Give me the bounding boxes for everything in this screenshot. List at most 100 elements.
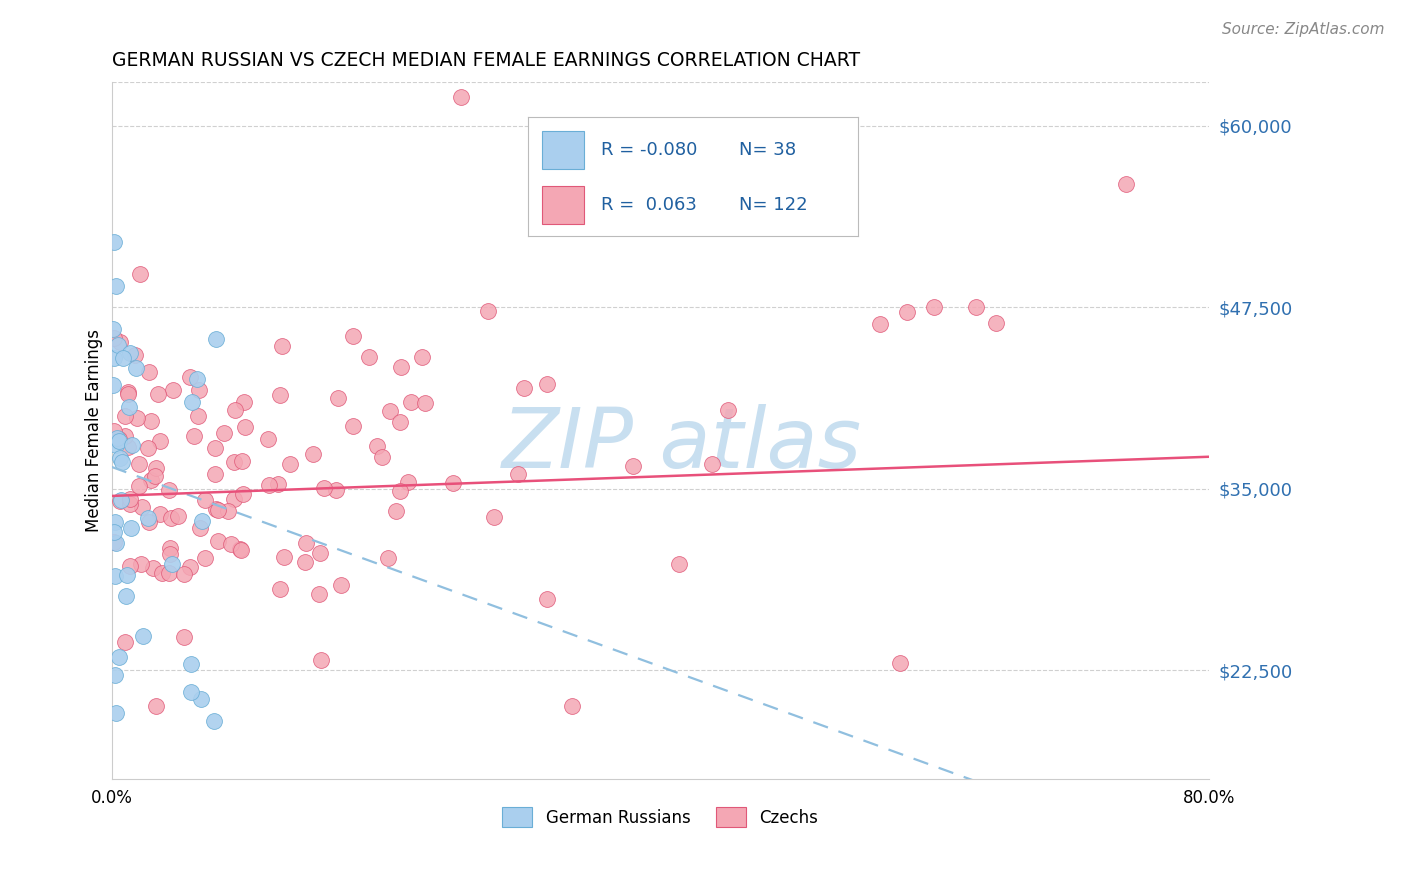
Point <box>104 706 127 720</box>
Point <box>114 429 136 443</box>
Point <box>167 508 190 523</box>
Point <box>129 557 152 571</box>
Point <box>219 537 242 551</box>
Point <box>396 475 419 489</box>
Point <box>229 542 252 557</box>
Point <box>179 560 201 574</box>
Point <box>111 455 134 469</box>
Point <box>103 331 125 345</box>
Point <box>104 438 127 452</box>
Point <box>190 692 212 706</box>
Point <box>138 365 160 379</box>
Point <box>224 402 246 417</box>
Point <box>117 400 139 414</box>
Point <box>103 424 125 438</box>
Point <box>120 559 142 574</box>
Point <box>157 483 180 498</box>
Point <box>162 558 184 572</box>
Point <box>366 439 388 453</box>
Point <box>138 442 160 456</box>
Point <box>257 478 280 492</box>
Point <box>173 630 195 644</box>
Point <box>104 278 127 293</box>
Point <box>222 491 245 506</box>
Point <box>103 351 125 365</box>
Point <box>187 383 209 397</box>
Point <box>187 409 209 423</box>
Point <box>114 409 136 424</box>
Point <box>138 511 160 525</box>
Point <box>143 468 166 483</box>
Point <box>118 497 141 511</box>
Point <box>309 545 332 559</box>
Point <box>186 372 208 386</box>
Point <box>294 555 316 569</box>
Point <box>159 547 181 561</box>
Point <box>108 335 131 350</box>
Point <box>117 568 139 582</box>
Point <box>139 414 162 428</box>
Point <box>191 514 214 528</box>
Point <box>117 440 139 454</box>
Point <box>311 653 333 667</box>
Point <box>117 385 139 400</box>
Point <box>103 534 125 549</box>
Point <box>183 429 205 443</box>
Point <box>118 492 141 507</box>
Point <box>127 411 149 425</box>
Point <box>443 475 465 490</box>
Point <box>128 457 150 471</box>
Point <box>388 483 411 498</box>
Point <box>513 381 536 395</box>
Point <box>668 558 690 572</box>
Point <box>273 549 295 564</box>
Point <box>269 388 291 402</box>
Point <box>107 650 129 665</box>
Point <box>278 457 301 471</box>
Point <box>329 578 352 592</box>
Point <box>295 535 318 549</box>
Point <box>450 90 472 104</box>
Point <box>181 395 204 409</box>
Point <box>269 582 291 596</box>
Point <box>717 403 740 417</box>
Point <box>103 235 125 249</box>
Point <box>371 450 394 464</box>
Point <box>194 551 217 566</box>
Point <box>536 592 558 607</box>
Point <box>413 396 436 410</box>
Point <box>399 395 422 409</box>
Point <box>222 455 245 469</box>
Point <box>389 416 412 430</box>
Point <box>146 386 169 401</box>
Point <box>103 525 125 540</box>
Point <box>385 504 408 518</box>
Point <box>1115 177 1137 191</box>
Point <box>179 370 201 384</box>
Point <box>326 391 349 405</box>
Point <box>121 438 143 452</box>
Point <box>212 426 235 441</box>
Point <box>104 668 127 682</box>
Point <box>117 387 139 401</box>
Point <box>157 566 180 581</box>
Point <box>896 304 918 318</box>
Point <box>112 351 135 365</box>
Point <box>180 685 202 699</box>
Point <box>173 567 195 582</box>
Point <box>148 508 170 522</box>
Point <box>700 458 723 472</box>
Point <box>389 360 412 375</box>
Point <box>139 473 162 487</box>
Point <box>204 467 226 481</box>
Point <box>232 487 254 501</box>
Point <box>124 360 146 375</box>
Point <box>308 586 330 600</box>
Point <box>301 447 323 461</box>
Point <box>104 569 127 583</box>
Point <box>482 510 505 524</box>
Text: Source: ZipAtlas.com: Source: ZipAtlas.com <box>1222 22 1385 37</box>
Point <box>108 434 131 449</box>
Y-axis label: Median Female Earnings: Median Female Earnings <box>86 329 103 533</box>
Point <box>869 318 891 332</box>
